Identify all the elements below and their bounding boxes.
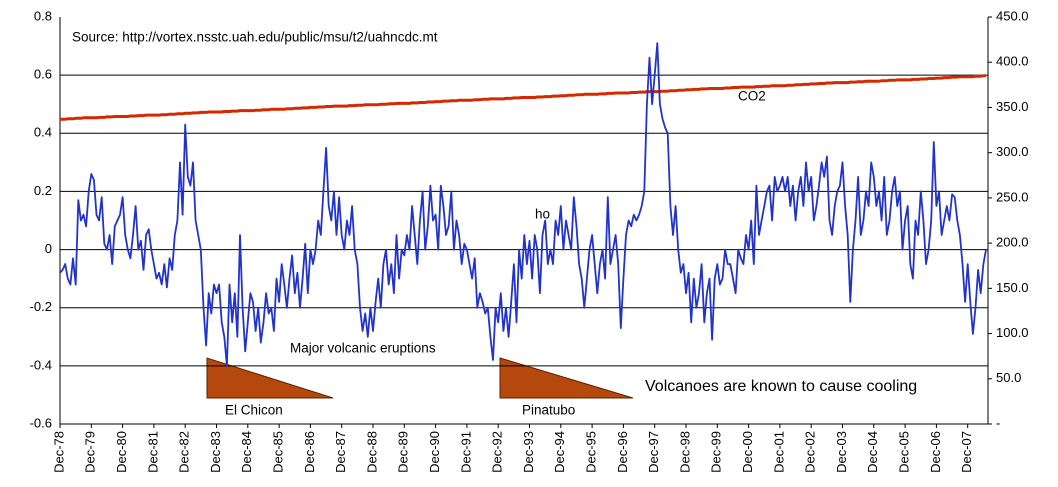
y2-tick-label: -: [996, 415, 1000, 430]
y-tick-label: 0.4: [34, 125, 52, 140]
y-tick-label: 0.8: [34, 8, 52, 23]
y-tick-label: 0: [45, 241, 52, 256]
x-tick-label: Dec-94: [552, 431, 567, 473]
x-tick-label: Dec-92: [490, 431, 505, 473]
x-tick-label: Dec-78: [51, 431, 66, 473]
y2-tick-label: 300.0: [996, 144, 1029, 159]
x-tick-label: Dec-79: [83, 431, 98, 473]
source-note: Source: http://vortex.nsstc.uah.edu/publ…: [72, 30, 438, 45]
x-tick-label: Dec-05: [897, 431, 912, 473]
y2-tick-label: 150.0: [996, 280, 1029, 295]
x-tick-label: Dec-04: [865, 431, 880, 473]
x-tick-label: Dec-83: [208, 431, 223, 473]
x-tick-label: Dec-87: [333, 431, 348, 473]
y-tick-label: 0.6: [34, 67, 52, 82]
x-tick-label: Dec-98: [677, 431, 692, 473]
annotation: Volcanoes are known to cause cooling: [645, 378, 917, 395]
x-tick-label: Dec-91: [458, 431, 473, 473]
x-tick-label: Dec-95: [584, 431, 599, 473]
x-tick-label: Dec-06: [928, 431, 943, 473]
annotation: Pinatubo: [522, 403, 575, 418]
x-tick-label: Dec-80: [114, 431, 129, 473]
x-tick-label: Dec-86: [302, 431, 317, 473]
y-tick-label: -0.6: [30, 415, 52, 430]
y2-tick-label: 250.0: [996, 189, 1029, 204]
x-tick-label: Dec-97: [646, 431, 661, 473]
y2-tick-label: 350.0: [996, 99, 1029, 114]
x-tick-label: Dec-90: [427, 431, 442, 473]
y2-tick-label: 50.0: [996, 370, 1021, 385]
x-tick-label: Dec-89: [396, 431, 411, 473]
y2-tick-label: 450.0: [996, 8, 1029, 23]
x-tick-label: Dec-93: [521, 431, 536, 473]
y-tick-label: 0.2: [34, 183, 52, 198]
x-tick-label: Dec-02: [803, 431, 818, 473]
co2-line: [60, 74, 986, 121]
x-tick-label: Dec-81: [145, 431, 160, 473]
volcano-triangle: [206, 357, 334, 399]
x-tick-label: Dec-88: [364, 431, 379, 473]
volcano-triangle: [499, 357, 634, 399]
y-tick-label: -0.4: [30, 357, 52, 372]
co2-label: CO2: [738, 89, 766, 104]
annotation: Major volcanic eruptions: [290, 341, 436, 356]
x-tick-label: Dec-01: [771, 431, 786, 473]
x-tick-label: Dec-00: [740, 431, 755, 473]
x-tick-label: Dec-84: [239, 431, 254, 473]
x-tick-label: Dec-96: [615, 431, 630, 473]
x-tick-label: Dec-82: [177, 431, 192, 473]
y2-tick-label: 100.0: [996, 325, 1029, 340]
y2-tick-label: 200.0: [996, 235, 1029, 250]
annotation: El Chicon: [225, 403, 283, 418]
y2-tick-label: 400.0: [996, 54, 1029, 69]
temperature-line: [59, 42, 987, 367]
x-tick-label: Dec-03: [834, 431, 849, 473]
y-tick-label: -0.2: [30, 299, 52, 314]
annotation: ho: [535, 207, 550, 222]
x-tick-label: Dec-99: [709, 431, 724, 473]
x-tick-label: Dec-85: [271, 431, 286, 473]
x-tick-label: Dec-07: [959, 431, 974, 473]
